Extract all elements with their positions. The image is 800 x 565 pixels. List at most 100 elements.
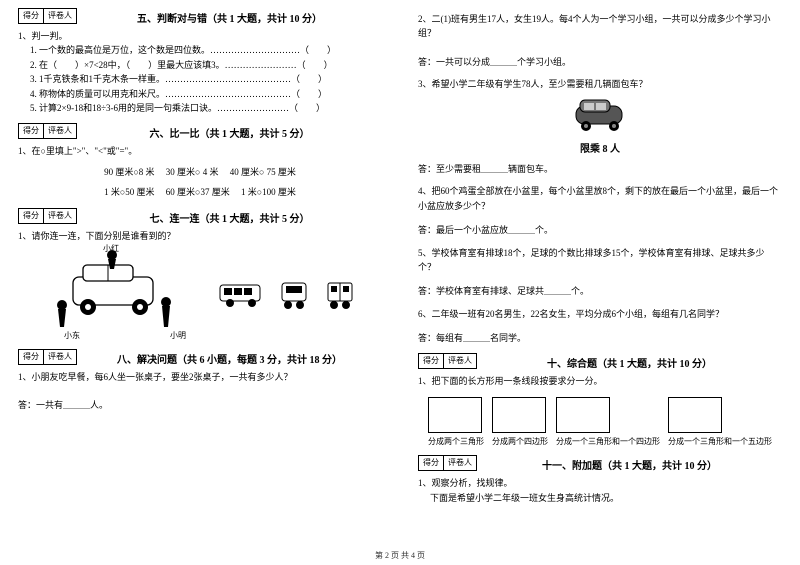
van-front-icon xyxy=(278,279,310,311)
cmp-cell: 90 厘米○8 米 xyxy=(104,167,154,177)
van-rear-icon xyxy=(324,279,356,311)
section7-content: 1、请你连一连，下面分别是谁看到的？ 小红 xyxy=(18,229,382,339)
score-label: 得分 xyxy=(19,350,44,364)
section5-content: 1、判一判。 1. 一个数的最高位是万位，这个数是四位数。…………………………（… xyxy=(18,29,382,115)
minibus-caption: 限乘 8 人 xyxy=(418,142,782,158)
rect-box xyxy=(428,397,482,433)
judge-item: 1. 一个数的最高位是万位，这个数是四位数。…………………………（ ） xyxy=(30,43,382,57)
section11-title: 十一、附加题（共 1 大题，共计 10 分） xyxy=(477,455,782,472)
rect-cap: 分成两个三角形 xyxy=(428,437,484,447)
rect-item: 分成两个四边形 xyxy=(492,397,548,447)
cmp-cell: 1 米○50 厘米 xyxy=(104,187,154,197)
section10-lead: 1、把下面的长方形用一条线段按要求分一分。 xyxy=(418,374,782,388)
score-label: 得分 xyxy=(419,456,444,470)
section10-header: 得分 评卷人 十、综合题（共 1 大题，共计 10 分） xyxy=(418,353,782,370)
section5-lead: 1、判一判。 xyxy=(18,29,382,43)
reviewer-label: 评卷人 xyxy=(44,209,76,223)
reviewer-label: 评卷人 xyxy=(44,350,76,364)
section11-sub: 下面是希望小学二年级一班女生身高统计情况。 xyxy=(418,491,782,505)
a2-text: 答：一共可以分成＿＿＿个学习小组。 xyxy=(418,55,782,69)
car-scene-illustration: 小红 xyxy=(48,247,188,337)
score-box: 得分 评卷人 xyxy=(18,208,77,224)
left-column: 得分 评卷人 五、判断对与错（共 1 大题，共计 10 分） 1、判一判。 1.… xyxy=(0,0,400,565)
page-container: 得分 评卷人 五、判断对与错（共 1 大题，共计 10 分） 1、判一判。 1.… xyxy=(0,0,800,565)
a6-text: 答：每组有＿＿＿名同学。 xyxy=(418,331,782,345)
section11-content: 1、观察分析，找规律。 下面是希望小学二年级一班女生身高统计情况。 xyxy=(418,476,782,505)
section6-title: 六、比一比（共 1 大题，共计 5 分） xyxy=(77,123,382,140)
q6-text: 6、二年级一班有20名男生，22名女生，平均分成6个小组，每组有几名同学？ xyxy=(418,307,782,321)
label-top: 小红 xyxy=(103,243,119,256)
right-q2: 2、二(1)班有男生17人，女生19人。每4个人为一个学习小组，一共可以分成多少… xyxy=(418,12,782,69)
label-left: 小东 xyxy=(64,330,80,343)
cmp-cell: 1 米○100 厘米 xyxy=(241,187,296,197)
rect-item: 分成一个三角形和一个四边形 xyxy=(556,397,660,447)
compare-row: 1 米○50 厘米 60 厘米○37 厘米 1 米○100 厘米 xyxy=(18,185,382,199)
rect-row: 分成两个三角形 分成两个四边形 分成一个三角形和一个四边形 分成一个三角形和一个… xyxy=(418,397,782,447)
minibus-icon xyxy=(570,96,630,136)
section6-header: 得分 评卷人 六、比一比（共 1 大题，共计 5 分） xyxy=(18,123,382,140)
cmp-cell: 30 厘米○ 4 米 xyxy=(166,167,219,177)
score-label: 得分 xyxy=(19,124,44,138)
right-q4: 4、把60个鸡蛋全部放在小盆里，每个小盆里放8个，剩下的放在最后一个小盆里，最后… xyxy=(418,184,782,237)
score-box: 得分 评卷人 xyxy=(18,123,77,139)
rect-cap: 分成两个四边形 xyxy=(492,437,548,447)
section8-header: 得分 评卷人 八、解决问题（共 6 小题，每题 3 分，共计 18 分） xyxy=(18,349,382,366)
rect-box xyxy=(668,397,722,433)
judge-item: 5. 计算2×9-18和18÷3-6用的是同一句乘法口诀。……………………（ ） xyxy=(30,101,382,115)
rect-cap: 分成一个三角形和一个四边形 xyxy=(556,437,660,447)
rect-item: 分成两个三角形 xyxy=(428,397,484,447)
q5-text: 5、学校体育室有排球18个，足球的个数比排球多15个，学校体育室有排球、足球共多… xyxy=(418,246,782,275)
right-column: 2、二(1)班有男生17人，女生19人。每4个人为一个学习小组，一共可以分成多少… xyxy=(400,0,800,565)
section7-lead: 1、请你连一连，下面分别是谁看到的？ xyxy=(18,229,382,243)
section10-content: 1、把下面的长方形用一条线段按要求分一分。 分成两个三角形 分成两个四边形 分成… xyxy=(418,374,782,447)
q2-text: 2、二(1)班有男生17人，女生19人。每4个人为一个学习小组，一共可以分成多少… xyxy=(418,12,782,41)
section11-lead: 1、观察分析，找规律。 xyxy=(418,476,782,490)
a4-text: 答：最后一个小盆应放＿＿＿个。 xyxy=(418,223,782,237)
right-q3: 3、希望小学二年级有学生78人，至少需要租几辆面包车？ 限乘 8 人 答：至少需… xyxy=(418,77,782,176)
score-box: 得分 评卷人 xyxy=(418,353,477,369)
cmp-cell: 40 厘米○ 75 厘米 xyxy=(230,167,296,177)
section11-header: 得分 评卷人 十一、附加题（共 1 大题，共计 10 分） xyxy=(418,455,782,472)
score-box: 得分 评卷人 xyxy=(18,8,77,24)
right-q6: 6、二年级一班有20名男生，22名女生，平均分成6个小组，每组有几名同学？ 答：… xyxy=(418,307,782,346)
judge-item: 3. 1千克铁条和1千克木条一样重。……………………………………（ ） xyxy=(30,72,382,86)
section7-header: 得分 评卷人 七、连一连（共 1 大题，共计 5 分） xyxy=(18,208,382,225)
rect-item: 分成一个三角形和一个五边形 xyxy=(668,397,772,447)
page-footer: 第 2 页 共 4 页 xyxy=(0,550,800,561)
score-label: 得分 xyxy=(19,209,44,223)
section5-title: 五、判断对与错（共 1 大题，共计 10 分） xyxy=(77,8,382,25)
rect-box xyxy=(556,397,610,433)
section10-title: 十、综合题（共 1 大题，共计 10 分） xyxy=(477,353,782,370)
van-side-icon xyxy=(218,279,264,311)
q8-1: 1、小朋友吃早餐，每6人坐一张桌子，要坐2张桌子，一共有多少人？ xyxy=(18,370,382,384)
score-box: 得分 评卷人 xyxy=(18,349,77,365)
cmp-cell: 60 厘米○37 厘米 xyxy=(166,187,230,197)
section8-content: 1、小朋友吃早餐，每6人坐一张桌子，要坐2张桌子，一共有多少人？ 答：一共有＿＿… xyxy=(18,370,382,413)
section8-title: 八、解决问题（共 6 小题，每题 3 分，共计 18 分） xyxy=(77,349,382,366)
section7-title: 七、连一连（共 1 大题，共计 5 分） xyxy=(77,208,382,225)
rect-box xyxy=(492,397,546,433)
section5-items: 1. 一个数的最高位是万位，这个数是四位数。…………………………（ ） 2. 在… xyxy=(18,43,382,115)
judge-item: 2. 在（ ）×7<28中，（ ）里最大应该填3。……………………（ ） xyxy=(30,58,382,72)
section5-header: 得分 评卷人 五、判断对与错（共 1 大题，共计 10 分） xyxy=(18,8,382,25)
reviewer-label: 评卷人 xyxy=(44,9,76,23)
score-label: 得分 xyxy=(19,9,44,23)
reviewer-label: 评卷人 xyxy=(444,354,476,368)
minibus-figure: 限乘 8 人 xyxy=(418,96,782,158)
car-scene-icon xyxy=(48,247,188,337)
a3-text: 答：至少需要租＿＿＿辆面包车。 xyxy=(418,162,782,176)
score-label: 得分 xyxy=(419,354,444,368)
section6-content: 1、在○里填上">"、"<"或"="。 90 厘米○8 米 30 厘米○ 4 米… xyxy=(18,144,382,199)
score-box: 得分 评卷人 xyxy=(418,455,477,471)
label-right: 小明 xyxy=(170,330,186,343)
right-q5: 5、学校体育室有排球18个，足球的个数比排球多15个，学校体育室有排球、足球共多… xyxy=(418,246,782,299)
compare-row: 90 厘米○8 米 30 厘米○ 4 米 40 厘米○ 75 厘米 xyxy=(18,165,382,179)
judge-item: 4. 称物体的质量可以用克和米尺。……………………………………（ ） xyxy=(30,87,382,101)
q4-text: 4、把60个鸡蛋全部放在小盆里，每个小盆里放8个，剩下的放在最后一个小盆里，最后… xyxy=(418,184,782,213)
reviewer-label: 评卷人 xyxy=(44,124,76,138)
section6-lead: 1、在○里填上">"、"<"或"="。 xyxy=(18,144,382,158)
q3-text: 3、希望小学二年级有学生78人，至少需要租几辆面包车？ xyxy=(418,77,782,91)
a5-text: 答：学校体育室有排球、足球共＿＿＿个。 xyxy=(418,284,782,298)
rect-cap: 分成一个三角形和一个五边形 xyxy=(668,437,772,447)
van-views xyxy=(188,279,356,311)
